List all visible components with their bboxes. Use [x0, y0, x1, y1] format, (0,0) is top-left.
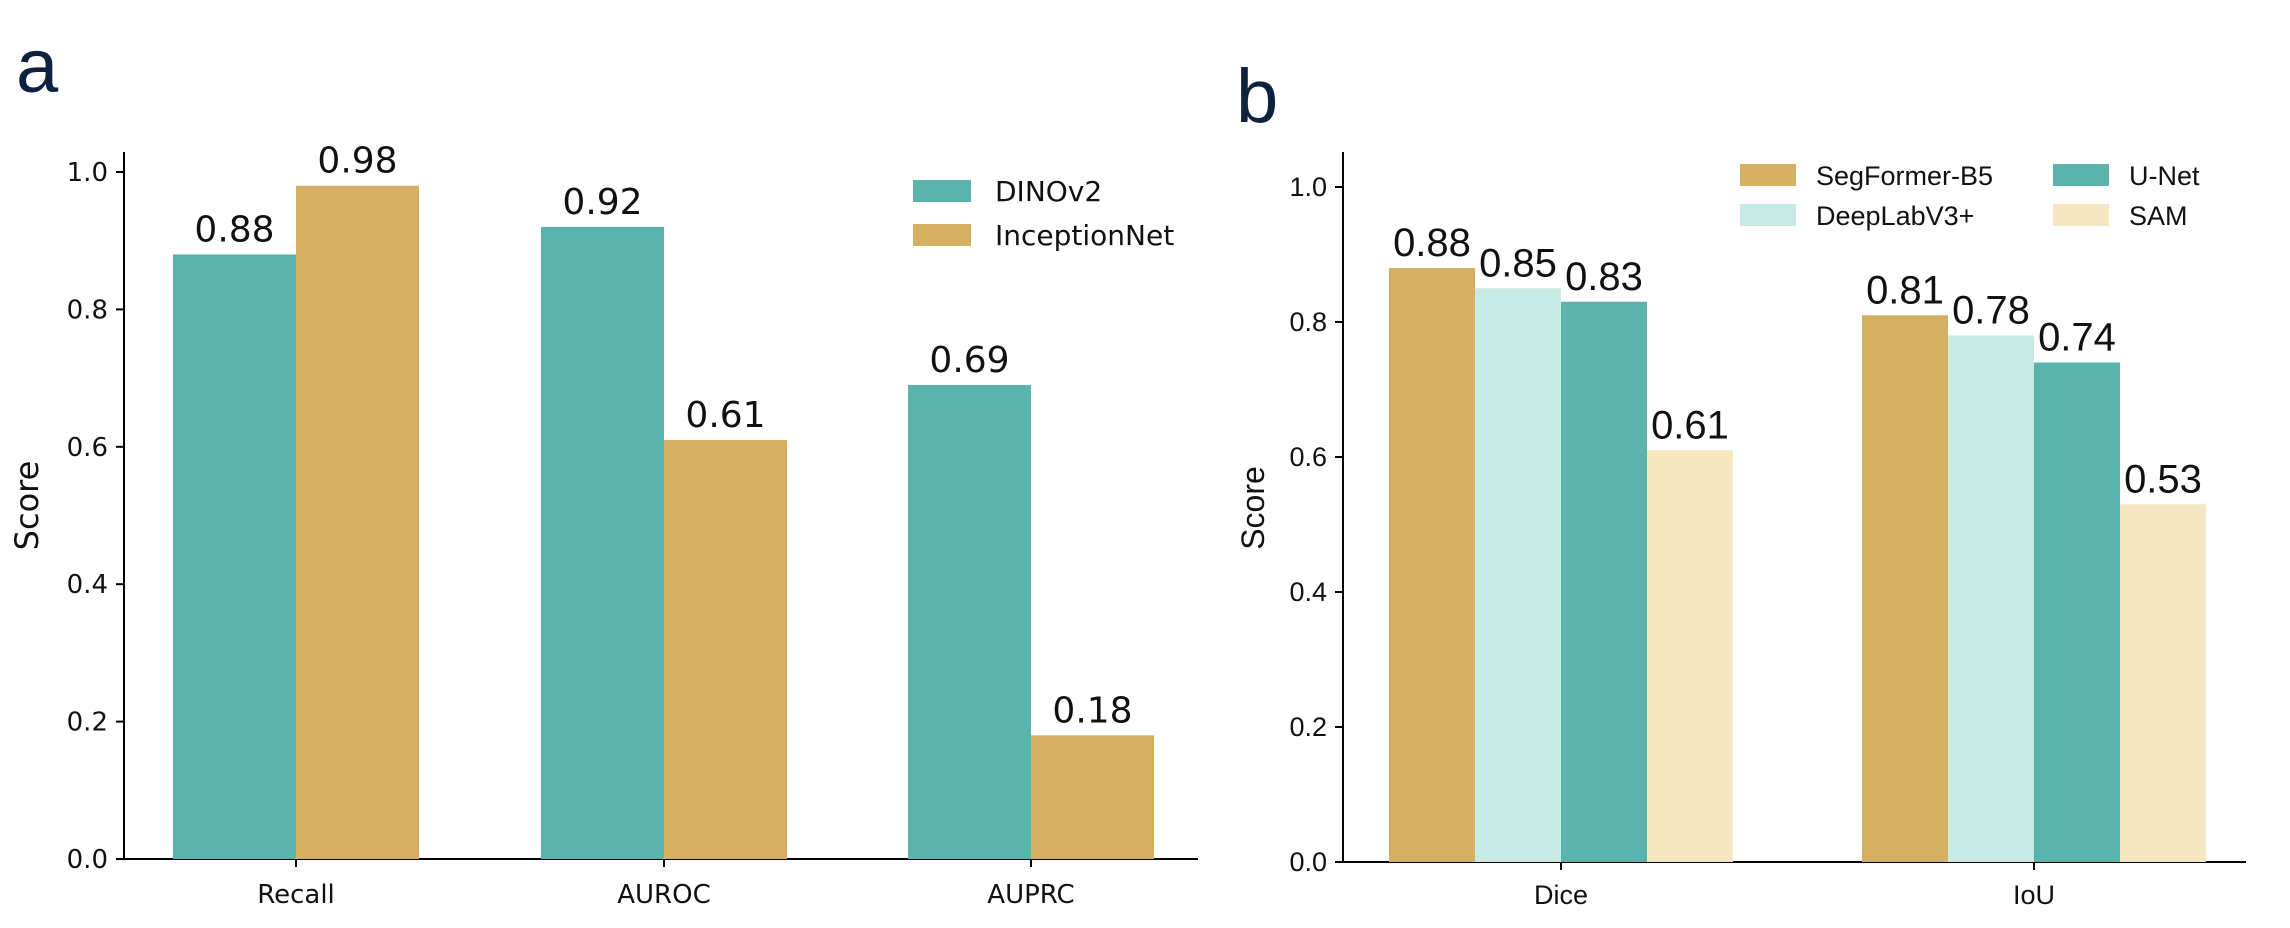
bar-value-label: 0.69: [929, 340, 1009, 381]
bar-value-label: 0.92: [562, 182, 642, 223]
y-tick-label: 1.0: [1289, 172, 1327, 202]
bar: [1031, 735, 1154, 859]
x-tick-label: IoU: [2013, 880, 2055, 910]
legend-label: InceptionNet: [995, 219, 1174, 252]
bar: [664, 439, 787, 859]
y-tick-label: 0.8: [67, 295, 108, 325]
bar: [2034, 362, 2120, 862]
bar: [1948, 335, 2034, 862]
bar-value-label: 0.83: [1565, 255, 1643, 299]
bar: [1475, 288, 1561, 862]
legend-swatch: [913, 224, 971, 246]
bar-value-label: 0.18: [1052, 690, 1132, 731]
bar-value-label: 0.53: [2124, 457, 2202, 501]
bar: [1389, 268, 1475, 862]
bar: [1561, 301, 1647, 862]
bar-value-label: 0.88: [194, 209, 274, 250]
x-tick-label: Dice: [1534, 880, 1588, 910]
bar-value-label: 0.88: [1393, 221, 1471, 265]
legend-label: SAM: [2129, 201, 2188, 231]
chart-a: 0.0 0.2 0.4 0.6 0.8 1.0 Score 0.88 0.98 Recall 0.9…: [8, 141, 1198, 910]
x-tick-label: AUPRC: [987, 880, 1074, 910]
bar-value-label: 0.74: [2038, 316, 2116, 360]
bar-value-label: 0.78: [1952, 289, 2030, 333]
y-tick-label: 0.8: [1289, 307, 1327, 337]
y-axis-title: Score: [8, 461, 46, 551]
bar: [908, 384, 1031, 859]
legend-label: DINOv2: [995, 175, 1102, 208]
legend-swatch: [2053, 164, 2109, 186]
legend-label: U-Net: [2129, 161, 2200, 191]
y-tick-label: 0.2: [67, 708, 108, 738]
legend-label: DeepLabV3+: [1816, 201, 1974, 231]
y-tick-label: 0.0: [1289, 847, 1327, 877]
y-tick-label: 0.6: [67, 433, 108, 463]
bar-value-label: 0.61: [1651, 403, 1729, 447]
chart-b: 0.0 0.2 0.4 0.6 0.8 1.0 Score 0.88 0.85 0.83 0.61 D…: [1235, 152, 2246, 910]
bar-value-label: 0.98: [317, 141, 397, 182]
bar: [296, 185, 419, 860]
bar: [541, 226, 664, 859]
x-tick-label: AUROC: [617, 880, 711, 910]
y-axis-title: Score: [1235, 466, 1271, 550]
legend-label: SegFormer-B5: [1816, 161, 1993, 191]
bar-value-label: 0.85: [1479, 241, 1557, 285]
bar: [173, 254, 296, 859]
y-tick-label: 0.4: [67, 570, 108, 600]
y-tick-label: 1.0: [67, 158, 108, 188]
y-tick-label: 0.4: [1289, 577, 1327, 607]
panel-a-letter: a: [16, 24, 59, 109]
legend-swatch: [913, 180, 971, 202]
x-tick-label: Recall: [257, 880, 335, 910]
y-tick-label: 0.0: [67, 845, 108, 875]
bar: [2120, 504, 2206, 862]
legend-swatch: [2053, 204, 2109, 226]
bar: [1862, 315, 1948, 862]
bar: [1647, 450, 1733, 862]
legend-swatch: [1740, 204, 1796, 226]
y-tick-label: 0.2: [1289, 712, 1327, 742]
y-tick-label: 0.6: [1289, 442, 1327, 472]
legend-swatch: [1740, 164, 1796, 186]
bar-value-label: 0.61: [685, 395, 765, 436]
bar-value-label: 0.81: [1866, 268, 1944, 312]
panel-b-letter: b: [1236, 54, 1278, 139]
